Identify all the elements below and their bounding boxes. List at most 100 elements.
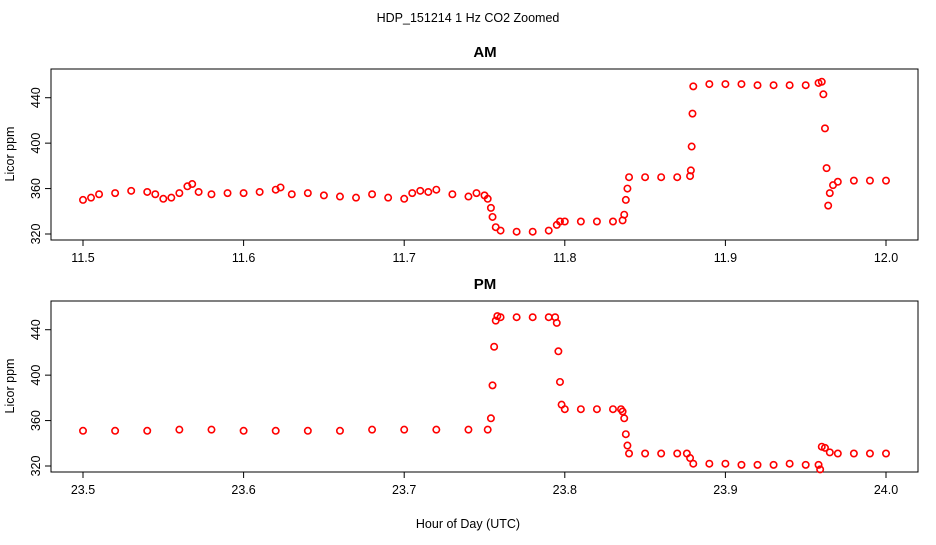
am-data-point <box>824 201 833 210</box>
am-data-point <box>825 189 834 198</box>
am-data-point <box>111 189 120 198</box>
pm-data-point <box>753 460 762 469</box>
am-data-point <box>641 173 650 182</box>
am-x-tick-label: 11.8 <box>553 251 576 265</box>
am-data-point <box>287 190 296 199</box>
pm-y-tick-label: 360 <box>29 410 43 431</box>
pm-data-point <box>271 426 280 435</box>
pm-data-point <box>111 426 120 435</box>
am-data-point <box>496 226 505 235</box>
pm-data-point <box>686 454 695 463</box>
am-data-point <box>623 184 632 193</box>
am-data-point <box>785 81 794 90</box>
pm-data-point <box>592 405 601 414</box>
pm-data-point <box>576 405 585 414</box>
am-data-point <box>817 77 826 86</box>
pm-data-point <box>560 405 569 414</box>
am-data-point <box>865 176 874 185</box>
am-data-point <box>512 227 521 236</box>
am-data-point <box>686 166 695 175</box>
am-data-point <box>769 81 778 90</box>
am-data-point <box>705 80 714 89</box>
pm-data-point <box>816 465 825 474</box>
x-axis-label: Hour of Day (UTC) <box>416 517 520 531</box>
pm-data-point <box>657 449 666 458</box>
am-data-point <box>820 124 829 133</box>
figure-title: HDP_151214 1 Hz CO2 Zoomed <box>377 11 560 25</box>
am-data-point <box>167 193 176 202</box>
pm-data-point <box>143 426 152 435</box>
am-x-tick-label: 11.5 <box>71 251 94 265</box>
pm-y-tick-label: 440 <box>29 319 43 340</box>
pm-data-point <box>865 449 874 458</box>
am-data-point <box>400 194 409 203</box>
pm-data-point <box>641 449 650 458</box>
am-data-point <box>432 185 441 194</box>
pm-x-tick-label: 23.7 <box>392 483 416 497</box>
am-x-tick-label: 11.9 <box>714 251 737 265</box>
am-data-point <box>544 226 553 235</box>
pm-x-tick-label: 23.9 <box>713 483 737 497</box>
pm-x-axis: 23.5 23.6 23.7 23.8 23.9 24.0 <box>71 471 898 497</box>
am-data-point <box>79 195 88 204</box>
am-data-point <box>472 189 481 198</box>
pm-plot-frame <box>50 300 919 473</box>
am-data-point <box>486 203 495 212</box>
am-data-point <box>483 194 492 203</box>
am-plot-frame <box>50 68 919 241</box>
am-data-point <box>159 194 168 203</box>
pm-panel: PM Licor ppm 23.5 23.6 23.7 23.8 23.9 24.0 32… <box>3 276 919 497</box>
pm-data-point <box>544 313 553 322</box>
am-data-point <box>621 195 630 204</box>
pm-y-axis: 320 360 400 440 <box>29 319 52 477</box>
am-data-point <box>620 210 629 219</box>
am-x-tick-label: 11.6 <box>232 251 255 265</box>
am-data-point <box>143 187 152 196</box>
am-data-point <box>127 186 136 195</box>
pm-data-point <box>801 460 810 469</box>
pm-data-point <box>621 430 630 439</box>
am-y-axis: 320 360 400 440 <box>29 87 52 244</box>
am-data-point <box>737 80 746 89</box>
pm-data-point <box>623 441 632 450</box>
am-data-point <box>276 183 285 192</box>
pm-data-point <box>881 449 890 458</box>
pm-data-point <box>673 449 682 458</box>
pm-data-point <box>608 405 617 414</box>
pm-y-tick-label: 320 <box>29 456 43 477</box>
am-data-point <box>424 187 433 196</box>
pm-data-point <box>486 414 495 423</box>
pm-data-point <box>400 425 409 434</box>
pm-data-point <box>849 449 858 458</box>
am-data-point <box>833 177 842 186</box>
pm-data-point <box>432 425 441 434</box>
pm-data-point <box>303 426 312 435</box>
pm-x-tick-label: 23.6 <box>231 483 255 497</box>
am-data-point <box>849 176 858 185</box>
am-data-point <box>368 190 377 199</box>
am-x-axis: 11.5 11.6 11.7 11.8 11.9 12.0 <box>71 239 898 265</box>
am-data-point <box>408 189 417 198</box>
pm-data-point <box>464 425 473 434</box>
pm-data-point <box>555 377 564 386</box>
pm-data-point <box>490 342 499 351</box>
pm-data-point <box>335 426 344 435</box>
pm-data-point <box>175 425 184 434</box>
am-data-point <box>673 173 682 182</box>
am-data-point <box>223 189 232 198</box>
pm-data-point <box>368 425 377 434</box>
pm-panel-title: PM <box>474 276 497 293</box>
pm-data-point <box>483 425 492 434</box>
am-data-point <box>239 189 248 198</box>
am-data-point <box>95 190 104 199</box>
pm-data-point <box>833 449 842 458</box>
am-y-tick-label: 400 <box>29 133 43 154</box>
am-data-point <box>689 82 698 91</box>
pm-data-point <box>625 449 634 458</box>
pm-data-point <box>620 414 629 423</box>
pm-data-point <box>820 443 829 452</box>
am-data-point <box>464 192 473 201</box>
pm-data-point <box>79 426 88 435</box>
am-y-tick-label: 360 <box>29 178 43 199</box>
am-data-point <box>194 187 203 196</box>
